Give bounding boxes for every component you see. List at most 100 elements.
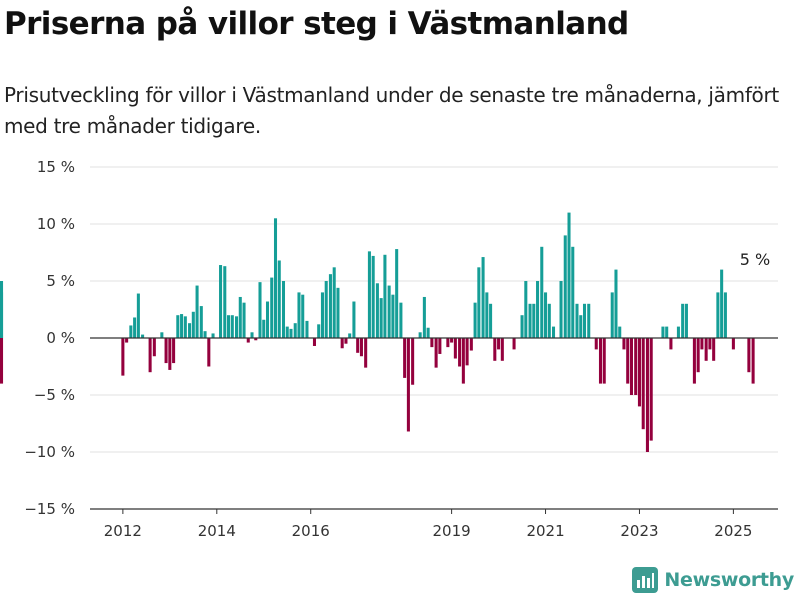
bar bbox=[336, 287, 340, 338]
bar bbox=[614, 269, 618, 338]
bar bbox=[141, 334, 145, 338]
x-tick-label: 2014 bbox=[198, 522, 236, 540]
bar bbox=[371, 255, 375, 338]
bar bbox=[270, 277, 274, 338]
bar bbox=[312, 338, 316, 346]
y-tick-label: −5 % bbox=[34, 386, 75, 404]
bar bbox=[406, 338, 410, 432]
bar bbox=[649, 338, 653, 441]
bar bbox=[164, 338, 168, 364]
bar bbox=[629, 338, 633, 395]
bar bbox=[223, 266, 227, 338]
bar bbox=[563, 235, 567, 338]
bar bbox=[265, 301, 270, 338]
bar bbox=[277, 260, 281, 338]
bar bbox=[262, 319, 266, 338]
bar bbox=[582, 303, 587, 338]
grid bbox=[90, 166, 778, 453]
y-tick-label: −10 % bbox=[24, 443, 75, 461]
bar bbox=[297, 292, 301, 338]
bar bbox=[676, 326, 680, 338]
bar bbox=[207, 338, 211, 367]
bar bbox=[227, 315, 231, 338]
bar bbox=[301, 294, 305, 338]
bar bbox=[598, 338, 603, 384]
bar bbox=[258, 282, 262, 338]
bar bbox=[399, 302, 403, 338]
bar bbox=[317, 324, 321, 338]
bar bbox=[634, 338, 638, 395]
bar bbox=[559, 281, 563, 338]
bar bbox=[610, 292, 614, 338]
newsworthy-logo: Newsworthy bbox=[632, 567, 794, 593]
x-tick-label: 2025 bbox=[714, 522, 752, 540]
bar bbox=[524, 281, 528, 338]
axes bbox=[90, 337, 778, 510]
bar bbox=[602, 338, 606, 384]
bar bbox=[485, 292, 489, 338]
bar bbox=[0, 281, 4, 338]
bar bbox=[148, 338, 152, 373]
bar bbox=[250, 332, 254, 338]
bar bbox=[188, 323, 192, 338]
bar bbox=[375, 283, 379, 338]
chart-subtitle: Prisutveckling för villor i Västmanland … bbox=[4, 83, 779, 138]
bar bbox=[438, 338, 442, 354]
bar bbox=[235, 316, 239, 338]
bar bbox=[411, 338, 415, 385]
bar bbox=[637, 338, 641, 407]
bar bbox=[622, 338, 626, 350]
bar bbox=[618, 326, 622, 338]
bar bbox=[579, 315, 583, 338]
bar bbox=[168, 338, 172, 370]
bar bbox=[493, 338, 497, 361]
bar bbox=[383, 254, 387, 338]
bar bbox=[285, 326, 289, 338]
bar bbox=[176, 315, 180, 338]
bar bbox=[344, 338, 348, 344]
bar bbox=[395, 249, 399, 338]
bar bbox=[160, 332, 164, 338]
bar bbox=[359, 338, 363, 357]
bar bbox=[571, 246, 575, 338]
bar bbox=[458, 338, 462, 367]
bar bbox=[203, 331, 207, 338]
bar bbox=[136, 293, 140, 338]
bar bbox=[422, 296, 426, 338]
bar bbox=[364, 338, 368, 368]
x-axis-ticks: 2012 2014 2016 2019 2021 2023 2025 bbox=[104, 509, 752, 540]
bar bbox=[281, 281, 286, 338]
bar bbox=[180, 314, 184, 338]
bar bbox=[700, 338, 704, 350]
bar bbox=[430, 338, 434, 348]
bar bbox=[684, 303, 688, 338]
bar bbox=[520, 315, 524, 338]
bar bbox=[723, 292, 727, 338]
bar bbox=[540, 246, 544, 338]
bar bbox=[289, 328, 293, 338]
bar bbox=[0, 338, 4, 384]
bar bbox=[242, 302, 246, 338]
bar bbox=[473, 302, 477, 338]
bar bbox=[720, 269, 724, 338]
bar bbox=[219, 265, 223, 338]
bar bbox=[418, 332, 422, 338]
bar bbox=[152, 338, 156, 357]
bar bbox=[246, 338, 250, 343]
bar bbox=[731, 338, 735, 350]
y-tick-label: 0 % bbox=[46, 329, 75, 347]
bar bbox=[669, 338, 673, 350]
bar bbox=[328, 274, 332, 338]
y-tick-label: 15 % bbox=[37, 158, 75, 176]
x-tick-label: 2021 bbox=[526, 522, 564, 540]
bar bbox=[340, 338, 344, 349]
bar bbox=[528, 303, 532, 338]
x-tick-label: 2023 bbox=[620, 522, 658, 540]
bar bbox=[641, 338, 645, 430]
bar bbox=[567, 212, 571, 338]
bar bbox=[696, 338, 700, 373]
bar bbox=[426, 327, 430, 338]
bar bbox=[332, 267, 336, 338]
bar-series bbox=[0, 212, 755, 452]
